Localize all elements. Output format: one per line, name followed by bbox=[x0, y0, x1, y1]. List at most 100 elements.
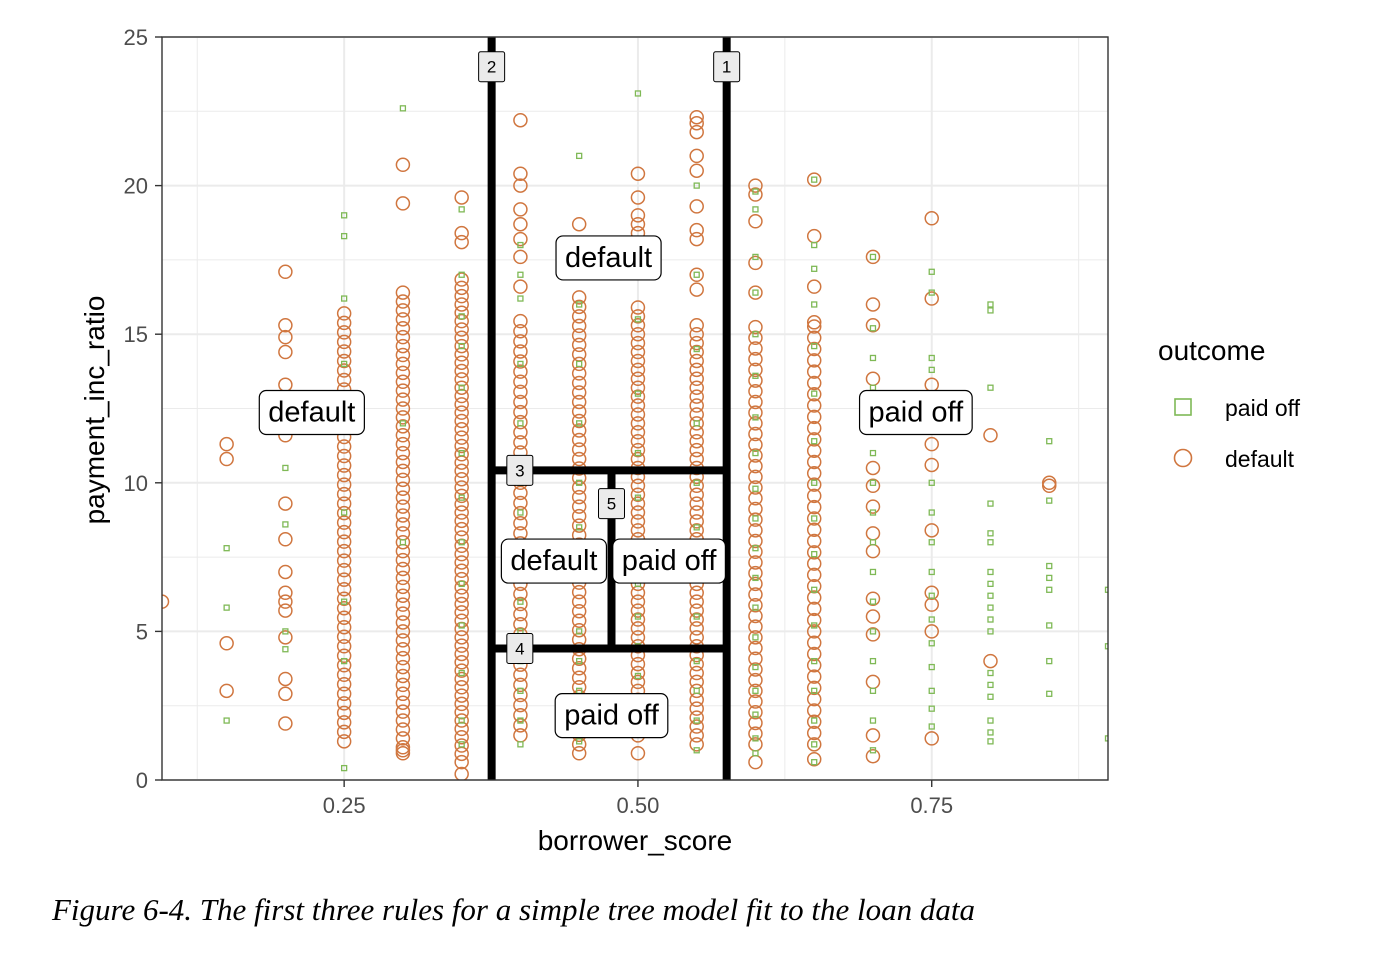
point-default bbox=[395, 743, 411, 758]
point-paid-off bbox=[928, 663, 935, 671]
point-default bbox=[748, 640, 763, 656]
point-default bbox=[748, 373, 763, 388]
point-default bbox=[513, 249, 528, 265]
point-paid-off bbox=[869, 628, 877, 635]
point-paid-off bbox=[811, 550, 818, 558]
point-paid-off bbox=[811, 479, 818, 486]
point-paid-off bbox=[340, 509, 348, 516]
region-label-text: default bbox=[268, 396, 355, 428]
point-paid-off bbox=[517, 687, 524, 694]
point-default bbox=[689, 496, 704, 511]
point-default bbox=[219, 436, 234, 452]
point-default bbox=[454, 655, 469, 670]
point-paid-off bbox=[634, 390, 642, 397]
point-paid-off bbox=[1046, 690, 1053, 697]
point-default bbox=[513, 677, 528, 693]
legend-label-default: default bbox=[1225, 446, 1295, 472]
point-default bbox=[689, 621, 704, 636]
point-default bbox=[454, 430, 469, 445]
point-paid-off bbox=[928, 616, 935, 623]
point-default bbox=[571, 480, 587, 495]
point-default bbox=[336, 553, 352, 568]
point-paid-off bbox=[576, 420, 583, 427]
point-default bbox=[689, 398, 704, 413]
point-paid-off bbox=[282, 521, 289, 528]
point-paid-off bbox=[1046, 574, 1053, 582]
point-default bbox=[924, 523, 939, 538]
point-default bbox=[924, 624, 939, 639]
point-paid-off bbox=[928, 354, 935, 362]
point-paid-off bbox=[811, 586, 818, 593]
point-default bbox=[865, 460, 881, 476]
point-default bbox=[630, 166, 646, 181]
point-default bbox=[806, 319, 822, 334]
point-default bbox=[336, 572, 352, 587]
point-default bbox=[454, 234, 469, 250]
point-default bbox=[454, 680, 469, 695]
point-default bbox=[454, 471, 469, 487]
point-default bbox=[983, 427, 998, 443]
point-default bbox=[454, 380, 469, 395]
point-default bbox=[395, 347, 411, 363]
node-label-5: 5 bbox=[607, 495, 616, 514]
point-default bbox=[865, 249, 881, 265]
point-paid-off bbox=[752, 485, 759, 492]
point-default bbox=[162, 594, 170, 609]
point-paid-off bbox=[634, 449, 642, 457]
node-label-3: 3 bbox=[515, 461, 524, 480]
point-default bbox=[454, 480, 469, 495]
point-paid-off bbox=[811, 687, 818, 694]
point-default bbox=[689, 199, 704, 214]
point-default bbox=[395, 392, 411, 407]
point-paid-off bbox=[223, 717, 230, 724]
point-default bbox=[278, 318, 293, 333]
point-default bbox=[806, 477, 822, 492]
point-default bbox=[395, 695, 411, 710]
point-default bbox=[395, 454, 411, 470]
point-default bbox=[395, 570, 411, 586]
point-paid-off bbox=[928, 509, 935, 516]
point-paid-off bbox=[987, 301, 994, 308]
point-default bbox=[513, 354, 528, 369]
point-default bbox=[571, 290, 587, 305]
point-default bbox=[513, 707, 528, 723]
point-paid-off bbox=[869, 354, 877, 362]
point-default bbox=[689, 442, 704, 458]
point-default bbox=[748, 587, 763, 602]
point-default bbox=[571, 451, 587, 467]
point-default bbox=[454, 596, 469, 612]
point-paid-off bbox=[928, 268, 935, 275]
point-default bbox=[454, 563, 469, 579]
point-default bbox=[689, 719, 704, 734]
point-default bbox=[454, 646, 469, 662]
point-paid-off bbox=[1046, 657, 1053, 665]
point-default bbox=[689, 267, 704, 283]
point-default bbox=[571, 385, 587, 400]
point-default bbox=[571, 328, 587, 343]
point-default bbox=[395, 196, 411, 211]
point-default bbox=[806, 522, 822, 538]
point-default bbox=[806, 315, 822, 330]
point-default bbox=[513, 279, 528, 294]
point-paid-off bbox=[340, 764, 348, 772]
point-default bbox=[630, 216, 646, 232]
point-paid-off bbox=[634, 494, 642, 501]
point-paid-off bbox=[517, 717, 524, 724]
point-default bbox=[806, 737, 822, 752]
point-default bbox=[748, 576, 763, 592]
point-paid-off bbox=[576, 360, 583, 368]
point-default bbox=[630, 594, 646, 609]
point-default bbox=[336, 705, 352, 721]
point-default bbox=[571, 670, 587, 686]
point-paid-off bbox=[340, 598, 348, 605]
point-default bbox=[630, 656, 646, 672]
point-default bbox=[630, 309, 646, 324]
region-label-box bbox=[555, 235, 662, 281]
point-paid-off bbox=[1046, 438, 1053, 445]
point-default bbox=[336, 344, 352, 359]
point-default bbox=[748, 683, 763, 699]
point-default bbox=[806, 375, 822, 391]
point-default bbox=[336, 629, 352, 644]
point-paid-off bbox=[987, 580, 994, 587]
